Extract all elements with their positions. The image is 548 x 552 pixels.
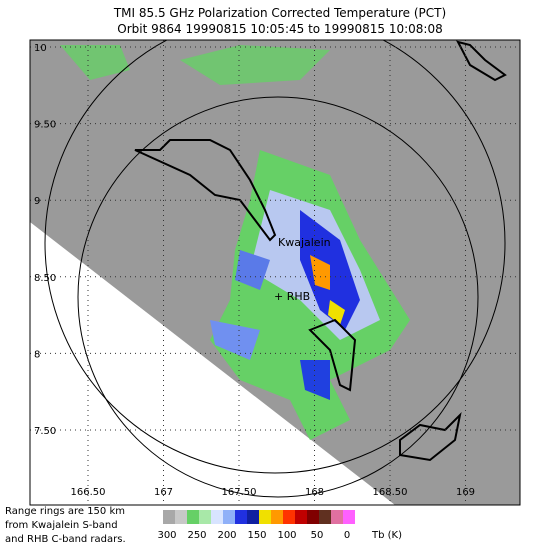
legend-unit: Tb (K) [371,530,402,541]
legend-swatch [319,510,331,524]
lat-label: 9.50 [34,120,56,131]
legend-swatch [271,510,283,524]
legend-label: 300 [157,530,176,541]
subtitle: Orbit 9864 19990815 10:05:45 to 19990815… [117,22,442,36]
note: and RHB C-band radars. [5,534,126,545]
lat-label: 8.50 [34,273,56,284]
legend-swatch [343,510,355,524]
legend-label: 150 [247,530,266,541]
legend-swatch [295,510,307,524]
lat-label: 9 [34,196,40,207]
legend-swatch [223,510,235,524]
lon-label: 168.50 [373,487,408,498]
legend-label: 250 [187,530,206,541]
lat-label: 10 [34,43,47,54]
legend-label: 200 [217,530,236,541]
legend-swatch [283,510,295,524]
map-area [30,40,520,505]
legend-swatch [307,510,319,524]
site-label: + RHB [274,290,310,303]
legend-swatch [199,510,211,524]
legend-label: 50 [311,530,324,541]
lon-label: 167.50 [222,487,257,498]
title: TMI 85.5 GHz Polarization Corrected Temp… [113,6,446,20]
lon-label: 169 [456,487,475,498]
lat-label: 8 [34,349,40,360]
note: from Kwajalein S-band [5,520,118,531]
legend-swatch [259,510,271,524]
legend-label: 0 [344,530,350,541]
legend-swatch [175,510,187,524]
lat-label: 7.50 [34,426,56,437]
legend-swatch [235,510,247,524]
legend-swatch [247,510,259,524]
legend-swatch [163,510,175,524]
legend-label: 100 [277,530,296,541]
site-label: Kwajalein [278,236,331,249]
legend-swatch [187,510,199,524]
lon-label: 168 [305,487,324,498]
note: Range rings are 150 km [5,506,125,517]
map-frame [29,39,521,506]
legend-swatch [211,510,223,524]
lon-label: 167 [154,487,173,498]
legend-swatch [331,510,343,524]
lon-label: 166.50 [71,487,106,498]
